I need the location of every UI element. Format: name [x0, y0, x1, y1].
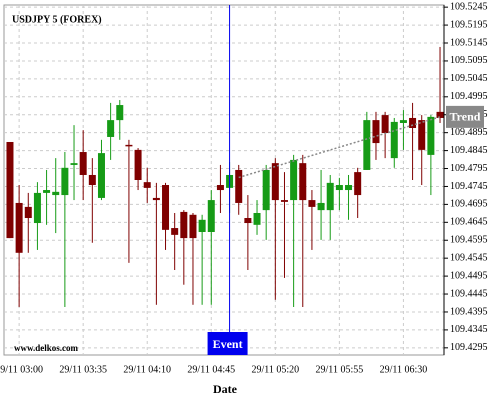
y-tick-label: 109.4545 — [450, 252, 488, 263]
trend-label-box — [446, 105, 484, 128]
candle-body — [372, 120, 380, 144]
candle-body — [33, 192, 41, 224]
x-tick-label: 29/11 06:30 — [380, 364, 428, 375]
y-tick-label: 109.4295 — [450, 342, 488, 353]
x-axis-title: Date — [213, 382, 238, 396]
candle-body — [152, 197, 160, 201]
x-tick-label: 29/11 05:20 — [251, 364, 299, 375]
candle-body — [409, 117, 417, 129]
candle-body — [253, 212, 261, 225]
x-tick-label: 29/11 04:45 — [187, 364, 235, 375]
trend-label: Trend — [450, 110, 481, 124]
candle-body — [427, 116, 435, 155]
candle-body — [354, 172, 362, 196]
y-tick-label: 109.4845 — [450, 145, 488, 156]
y-tick-label: 109.4795 — [450, 163, 488, 174]
candle-body — [171, 228, 179, 235]
candle-body — [280, 200, 288, 202]
candle-body — [24, 206, 32, 219]
candle-body — [79, 152, 87, 175]
candle-body — [116, 105, 124, 121]
candle-body — [235, 169, 243, 203]
candle-body — [317, 202, 325, 211]
candle-body — [335, 185, 343, 191]
candle-body — [399, 120, 407, 123]
candle-body — [345, 185, 353, 191]
x-tick-label: 29/11 04:10 — [123, 364, 171, 375]
candle-body — [88, 174, 96, 186]
y-tick-label: 109.4995 — [450, 91, 488, 102]
x-tick-label: 29/11 03:00 — [0, 364, 43, 375]
candle-body — [326, 182, 334, 211]
candle-body — [134, 149, 142, 180]
candle-body — [308, 200, 316, 207]
y-tick-label: 109.4745 — [450, 181, 488, 192]
candle-body — [290, 159, 298, 201]
y-tick-label: 109.4895 — [450, 127, 488, 138]
candle-body — [70, 163, 78, 165]
y-tick-label: 109.4495 — [450, 270, 488, 281]
candle-body — [61, 167, 69, 196]
y-tick-label: 109.4395 — [450, 306, 488, 317]
candle-body — [363, 120, 371, 170]
y-tick-label: 109.4645 — [450, 217, 488, 228]
plot-area — [3, 4, 445, 356]
candle-body — [390, 121, 398, 159]
y-tick-label: 109.4595 — [450, 235, 488, 246]
candle-body — [381, 115, 389, 134]
watermark: www.delkos.com — [14, 343, 79, 353]
candle-body — [436, 111, 444, 118]
candle-body — [52, 191, 60, 196]
event-label: Event — [213, 337, 243, 351]
y-tick-label: 109.4445 — [450, 288, 488, 299]
candle-body — [244, 218, 252, 224]
y-tick-label: 109.5195 — [450, 19, 488, 30]
candle-body — [125, 144, 133, 147]
candle-body — [162, 185, 170, 230]
candle-body — [143, 182, 151, 188]
candle-body — [6, 141, 14, 239]
chart-title: USDJPY 5 (FOREX) — [12, 14, 102, 25]
x-tick-label: 29/11 05:55 — [316, 364, 364, 375]
y-tick-label: 109.4695 — [450, 199, 488, 210]
candle-body — [43, 190, 51, 193]
candle-body — [107, 120, 115, 137]
candle-body — [180, 211, 188, 239]
candle-body — [271, 163, 279, 201]
y-tick-label: 109.5095 — [450, 55, 488, 66]
candle-body — [207, 200, 215, 232]
candle-body — [299, 163, 307, 201]
y-tick-label: 109.5045 — [450, 73, 488, 84]
candle-body — [15, 202, 23, 253]
candle-body — [189, 214, 197, 239]
candle-body — [198, 219, 206, 232]
event-label-box — [207, 332, 248, 355]
candle-body — [97, 153, 105, 198]
candle-body — [418, 120, 426, 150]
y-tick-label: 109.5245 — [450, 1, 488, 12]
candle-body — [262, 169, 270, 211]
candle-body — [216, 185, 224, 191]
trend-line — [238, 116, 441, 179]
y-tick-label: 109.5145 — [450, 37, 488, 48]
y-tick-label: 109.4345 — [450, 324, 488, 335]
x-tick-label: 29/11 03:35 — [59, 364, 107, 375]
